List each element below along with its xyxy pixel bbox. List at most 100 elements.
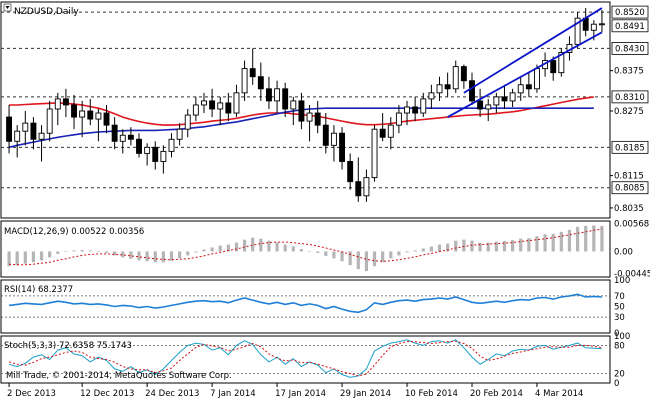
- macd-bar: [39, 251, 44, 261]
- macd-bar: [332, 251, 336, 259]
- macd-tick-label: 0.00: [614, 247, 633, 257]
- rsi-tick-label: 0: [614, 329, 619, 339]
- candle-body: [314, 112, 321, 126]
- macd-bar: [283, 244, 287, 252]
- candle-body: [30, 122, 37, 140]
- candle-body: [322, 124, 329, 146]
- candle-body: [395, 112, 402, 126]
- candle-body: [46, 108, 53, 134]
- candle-body: [168, 138, 175, 152]
- pane-frame: [0, 279, 611, 334]
- time-tick-label: 12 Dec 2013: [80, 389, 134, 399]
- level-badge: [611, 90, 649, 104]
- candle-body: [404, 106, 410, 114]
- macd-bar: [48, 251, 52, 258]
- macd-bar: [64, 251, 68, 252]
- channel-line: [447, 31, 603, 118]
- macd-bar: [559, 231, 563, 252]
- macd-bar: [80, 249, 84, 252]
- candle-body: [517, 84, 524, 94]
- macd-bar: [169, 251, 174, 261]
- macd-bar: [137, 251, 141, 261]
- macd-signal-line: [9, 228, 602, 266]
- channel-line: [463, 7, 603, 94]
- macd-bar: [543, 234, 547, 252]
- macd-pane: 0.00568 0.00 -0.00445: [7, 220, 650, 279]
- candle-body: [379, 128, 386, 138]
- rsi-tick-label: 70: [614, 292, 625, 302]
- macd-bar: [56, 251, 60, 254]
- level-label: 0.8185: [615, 143, 645, 153]
- candle-body: [330, 132, 337, 146]
- macd-bar: [575, 226, 580, 252]
- time-tick-label: 24 Dec 2013: [145, 389, 199, 399]
- macd-bar: [251, 237, 255, 252]
- candle-body: [290, 100, 297, 110]
- candle-body: [176, 128, 183, 140]
- candle-body: [111, 124, 118, 142]
- macd-bar: [446, 243, 450, 252]
- time-tick-label: 2 Dec 2013: [7, 389, 56, 399]
- candle-body: [509, 92, 516, 102]
- macd-bar: [234, 242, 239, 252]
- candle-body: [574, 17, 581, 45]
- candle-body: [534, 68, 540, 90]
- candle-body: [282, 88, 289, 110]
- macd-bar: [299, 249, 304, 252]
- time-axis: 2 Dec 2013 12 Dec 2013 24 Dec 2013 7 Jan 20…: [7, 383, 583, 399]
- time-tick-label: 7 Jan 2014: [210, 389, 256, 399]
- candle-body: [87, 110, 94, 120]
- candle-body: [79, 110, 86, 118]
- candle-body: [347, 161, 354, 183]
- macd-bar: [259, 238, 263, 252]
- macd-bar: [397, 251, 401, 256]
- candle-body: [192, 104, 199, 116]
- stoch-k-line: [8, 339, 602, 378]
- macd-bar: [413, 250, 417, 252]
- macd-bar: [437, 244, 442, 252]
- candle-body: [493, 96, 500, 106]
- time-tick-label: 10 Feb 2014: [405, 389, 458, 399]
- candle-body: [339, 132, 345, 162]
- macd-bar: [226, 244, 230, 252]
- price-tick-label: 0.8035: [614, 204, 644, 214]
- stoch-tick-label: 20: [614, 370, 625, 380]
- time-tick-label: 4 Mar 2014: [535, 389, 583, 399]
- macd-bar: [348, 251, 352, 266]
- candle-body: [558, 52, 565, 74]
- level-label: 0.8520: [615, 8, 645, 18]
- macd-bar: [88, 250, 92, 252]
- last-price-label: 0.8491: [615, 22, 645, 32]
- macd-bar: [186, 251, 190, 256]
- candle-body: [444, 84, 451, 90]
- candle-body: [428, 92, 435, 100]
- macd-bar: [291, 246, 295, 252]
- candle-body: [387, 124, 394, 138]
- macd-bar: [389, 251, 393, 259]
- candle-body: [452, 66, 459, 90]
- candle-body: [54, 98, 61, 110]
- macd-bar: [502, 241, 507, 252]
- candle-body: [477, 100, 484, 110]
- level-label: 0.8310: [615, 93, 645, 103]
- candlesticks: [6, 8, 605, 202]
- candle-body: [217, 102, 224, 110]
- macd-bar: [494, 241, 498, 252]
- candle-body: [209, 100, 216, 110]
- macd-bar: [104, 251, 109, 253]
- macd-bar: [356, 251, 360, 270]
- candle-body: [225, 102, 232, 114]
- macd-bar: [72, 250, 76, 252]
- macd-bar: [178, 251, 182, 259]
- copyright-text: Mill Trade, © 2001-2014, MetaQuotes Soft…: [6, 371, 232, 381]
- rsi-tick-label: 30: [614, 313, 625, 323]
- macd-bar: [381, 251, 385, 263]
- macd-tick-label: -0.00445: [614, 269, 650, 279]
- candle-body: [298, 100, 305, 122]
- candle-body: [152, 146, 159, 162]
- macd-bar: [486, 242, 490, 252]
- stoch-tick-label: 0: [614, 379, 619, 389]
- time-tick-label: 20 Feb 2014: [470, 389, 523, 399]
- candle-body: [38, 132, 45, 140]
